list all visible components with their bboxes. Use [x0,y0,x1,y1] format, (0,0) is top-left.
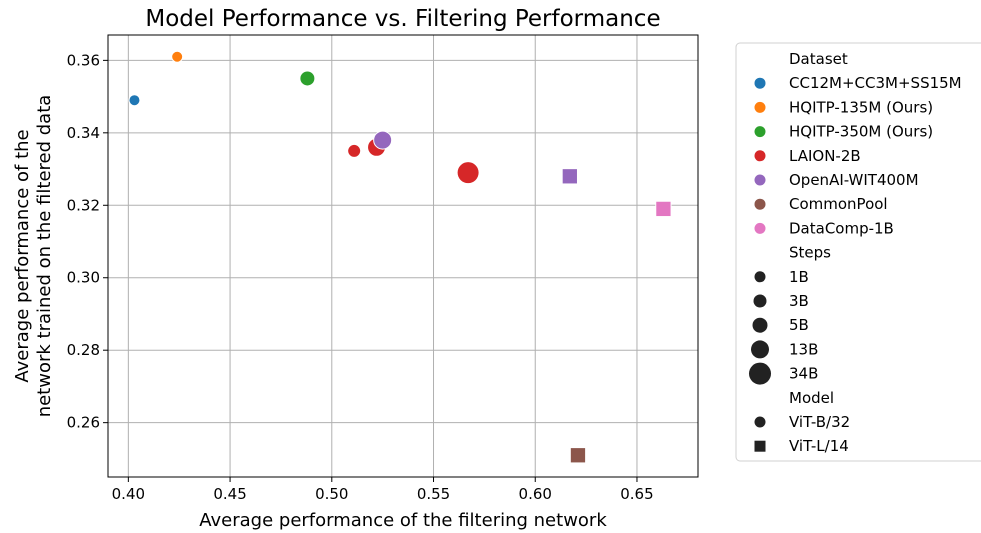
legend-dataset-label: LAION-2B [789,147,861,165]
data-point-circle [299,70,316,87]
legend-steps-marker [754,271,766,283]
legend-dataset-marker [754,198,766,210]
x-axis-label: Average performance of the filtering net… [199,510,607,531]
data-point-square [569,447,587,464]
y-tick-label: 0.32 [67,196,100,214]
plot-frame [107,34,699,478]
legend-dataset-label: CommonPool [789,195,888,213]
data-point-circle [347,143,362,158]
y-tick-label: 0.28 [67,341,100,359]
legend-dataset-label: DataComp-1B [789,219,894,237]
legend-box [735,42,981,462]
x-axis-ticks: 0.40 0.45 0.50 0.55 0.60 0.65 [112,477,654,503]
y-tick-label: 0.36 [67,51,100,69]
y-axis-label: Average performance of the network train… [12,95,55,418]
legend-steps-label: 1B [789,268,809,286]
x-tick-label: 0.45 [213,485,246,503]
y-tick-label: 0.30 [67,269,100,287]
data-point-square [655,200,672,218]
legend-model-square [754,440,766,452]
legend-dataset-label: OpenAI-WIT400M [789,171,919,189]
legend-dataset-marker [754,126,766,138]
legend-dataset-marker [754,222,766,234]
legend: Dataset CC12M+CC3M+SS15M HQITP-135M (Ours)… [735,42,981,462]
legend-model-label: ViT-B/32 [789,413,850,431]
legend-steps-label: 13B [789,340,818,358]
data-point-circle [171,50,184,63]
legend-title-steps: Steps [789,244,831,262]
legend-steps-label: 5B [789,316,809,334]
grid-lines [108,35,698,477]
data-point-circle [456,161,480,185]
legend-title-dataset: Dataset [789,50,848,68]
legend-model-label: ViT-L/14 [789,437,849,455]
legend-dataset-label: CC12M+CC3M+SS15M [789,74,962,92]
legend-steps-marker [751,340,769,359]
legend-steps-label: 3B [789,292,809,310]
x-tick-label: 0.55 [417,485,450,503]
legend-dataset-marker [754,174,766,186]
data-point-square [561,168,578,185]
legend-steps-marker [753,294,767,308]
y-tick-label: 0.34 [67,124,100,142]
y-tick-label: 0.26 [67,414,100,432]
legend-dataset-label: HQITP-350M (Ours) [789,123,933,141]
legend-dataset-marker [754,150,766,162]
legend-dataset-marker [754,77,766,89]
data-points [128,50,672,464]
legend-title-model: Model [789,389,834,407]
legend-dataset-marker [754,101,766,113]
x-tick-label: 0.60 [519,485,552,503]
legend-steps-marker [749,362,771,385]
y-axis-ticks: 0.26 0.28 0.30 0.32 0.34 0.36 [67,51,108,432]
x-tick-label: 0.40 [112,485,145,503]
x-tick-label: 0.65 [620,485,653,503]
x-tick-label: 0.50 [315,485,348,503]
legend-steps-label: 34B [789,365,818,383]
legend-steps-marker [752,317,768,333]
data-point-circle [128,94,141,107]
data-point-circle [373,130,393,150]
legend-dataset-label: HQITP-135M (Ours) [789,98,933,116]
y-axis-label-line-1: Average performance of the [12,129,33,382]
y-axis-label-line-2: network trained on the filtered data [34,95,55,418]
chart-title: Model Performance vs. Filtering Performa… [145,6,660,32]
legend-model-circle [754,416,766,428]
